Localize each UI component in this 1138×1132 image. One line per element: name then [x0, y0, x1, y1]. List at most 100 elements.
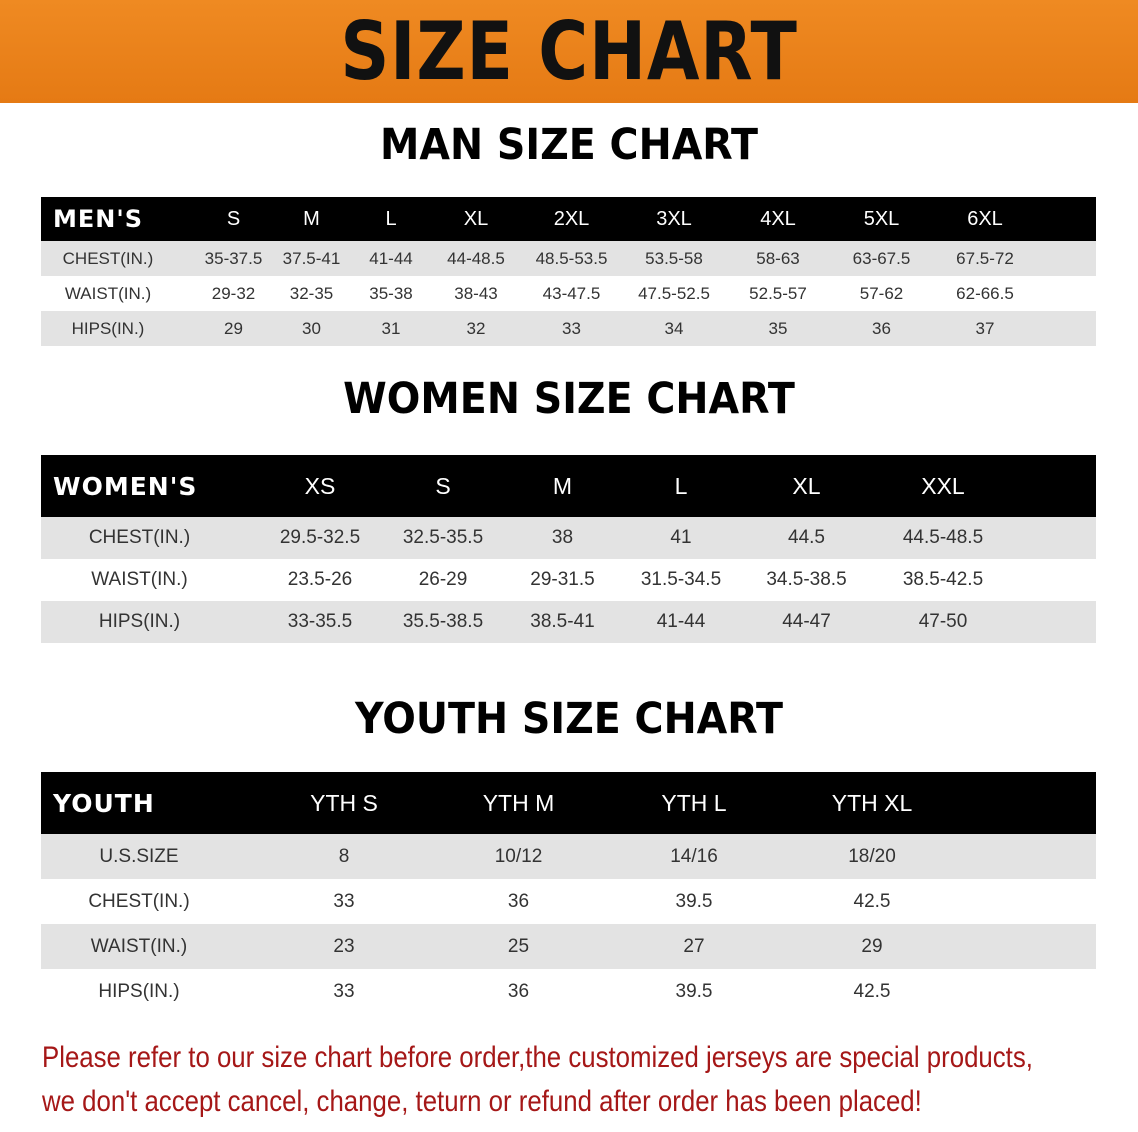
notice-line: Please refer to our size chart before or… [42, 1041, 1033, 1074]
measurement-value: 29.5-32.5 [258, 517, 382, 559]
measurement-label: U.S.SIZE [41, 834, 257, 879]
measurement-value: 41-44 [621, 601, 741, 643]
women-section-title: WOMEN SIZE CHART [343, 374, 795, 424]
measurement-label: WAIST(IN.) [41, 276, 195, 311]
size-column-header: 6XL [933, 197, 1037, 241]
men-section-title: MAN SIZE CHART [379, 120, 758, 170]
filler-cell [962, 879, 1096, 924]
measurement-value: 47-50 [872, 601, 1014, 643]
size-column-header: 4XL [726, 197, 830, 241]
measurement-value: 62-66.5 [933, 276, 1037, 311]
youth-section-title: YOUTH SIZE CHART [354, 694, 783, 744]
measurement-value: 63-67.5 [830, 241, 933, 276]
measurement-value: 8 [257, 834, 431, 879]
measurement-value: 27 [606, 924, 782, 969]
youth-size-table: YOUTH YTH S YTH M YTH L YTH XL U.S.SIZE 8 10/12… [41, 772, 1096, 1014]
measurement-value: 18/20 [782, 834, 962, 879]
table-row: WAIST(IN.) 23.5-26 26-29 29-31.5 31.5-34.5 34… [41, 559, 1096, 601]
measurement-value: 42.5 [782, 969, 962, 1014]
measurement-value: 32 [431, 311, 521, 346]
measurement-value: 14/16 [606, 834, 782, 879]
measurement-value: 36 [431, 879, 606, 924]
measurement-value: 36 [431, 969, 606, 1014]
table-row: U.S.SIZE 8 10/12 14/16 18/20 [41, 834, 1096, 879]
banner-title: SIZE CHART [340, 5, 798, 98]
measurement-value: 25 [431, 924, 606, 969]
header-row: MEN'S S M L XL 2XL 3XL 4XL 5XL 6XL [41, 197, 1096, 241]
table-row: HIPS(IN.) 33-35.5 35.5-38.5 38.5-41 41-44 44-… [41, 601, 1096, 643]
measurement-value: 35-38 [351, 276, 431, 311]
measurement-value: 29-31.5 [504, 559, 621, 601]
size-column-header: YTH L [606, 772, 782, 834]
filler-cell [1037, 197, 1096, 241]
size-column-header: XS [258, 455, 382, 517]
measurement-label: HIPS(IN.) [41, 311, 195, 346]
measurement-label: CHEST(IN.) [41, 517, 258, 559]
measurement-label: WAIST(IN.) [41, 559, 258, 601]
measurement-value: 26-29 [382, 559, 504, 601]
size-column-header: 2XL [521, 197, 622, 241]
measurement-value: 38.5-41 [504, 601, 621, 643]
measurement-value: 29-32 [195, 276, 272, 311]
order-notice: Please refer to our size chart before or… [42, 1036, 1033, 1124]
measurement-label: HIPS(IN.) [41, 601, 258, 643]
measurement-value: 31 [351, 311, 431, 346]
size-column-header: L [351, 197, 431, 241]
men-size-table: MEN'S S M L XL 2XL 3XL 4XL 5XL 6XL CHEST(IN.) 35-37… [41, 197, 1096, 346]
measurement-value: 37.5-41 [272, 241, 351, 276]
measurement-value: 53.5-58 [622, 241, 726, 276]
filler-cell [1014, 559, 1096, 601]
table-label-header: YOUTH [41, 772, 257, 834]
size-column-header: YTH M [431, 772, 606, 834]
measurement-value: 36 [830, 311, 933, 346]
size-column-header: M [272, 197, 351, 241]
table-label-header: WOMEN'S [41, 455, 258, 517]
banner: SIZE CHART [0, 0, 1138, 103]
filler-cell [1037, 276, 1096, 311]
table-row: WAIST(IN.) 23 25 27 29 [41, 924, 1096, 969]
measurement-value: 43-47.5 [521, 276, 622, 311]
filler-cell [1014, 517, 1096, 559]
header-row: WOMEN'S XS S M L XL XXL [41, 455, 1096, 517]
measurement-value: 33 [257, 879, 431, 924]
measurement-value: 38 [504, 517, 621, 559]
measurement-label: CHEST(IN.) [41, 241, 195, 276]
measurement-value: 39.5 [606, 879, 782, 924]
filler-cell [1014, 455, 1096, 517]
size-column-header: L [621, 455, 741, 517]
measurement-value: 35 [726, 311, 830, 346]
table-row: CHEST(IN.) 35-37.5 37.5-41 41-44 44-48.5 48.5… [41, 241, 1096, 276]
size-column-header: S [382, 455, 504, 517]
measurement-value: 10/12 [431, 834, 606, 879]
measurement-value: 38-43 [431, 276, 521, 311]
measurement-label: HIPS(IN.) [41, 969, 257, 1014]
measurement-value: 44-47 [741, 601, 872, 643]
measurement-value: 35-37.5 [195, 241, 272, 276]
measurement-value: 35.5-38.5 [382, 601, 504, 643]
size-column-header: XL [741, 455, 872, 517]
measurement-value: 32.5-35.5 [382, 517, 504, 559]
measurement-value: 41 [621, 517, 741, 559]
header-row: YOUTH YTH S YTH M YTH L YTH XL [41, 772, 1096, 834]
measurement-value: 39.5 [606, 969, 782, 1014]
measurement-value: 30 [272, 311, 351, 346]
table-label-header: MEN'S [41, 197, 195, 241]
measurement-value: 44-48.5 [431, 241, 521, 276]
filler-cell [962, 969, 1096, 1014]
measurement-value: 44.5-48.5 [872, 517, 1014, 559]
size-column-header: S [195, 197, 272, 241]
table-row: HIPS(IN.) 29 30 31 32 33 34 35 36 37 [41, 311, 1096, 346]
measurement-value: 31.5-34.5 [621, 559, 741, 601]
measurement-value: 48.5-53.5 [521, 241, 622, 276]
measurement-value: 52.5-57 [726, 276, 830, 311]
notice-line: we don't accept cancel, change, teturn o… [42, 1085, 922, 1118]
measurement-value: 67.5-72 [933, 241, 1037, 276]
size-column-header: XL [431, 197, 521, 241]
table-row: CHEST(IN.) 29.5-32.5 32.5-35.5 38 41 44.5 44.5… [41, 517, 1096, 559]
size-column-header: M [504, 455, 621, 517]
measurement-value: 23 [257, 924, 431, 969]
measurement-value: 34 [622, 311, 726, 346]
measurement-value: 32-35 [272, 276, 351, 311]
measurement-value: 42.5 [782, 879, 962, 924]
filler-cell [962, 834, 1096, 879]
